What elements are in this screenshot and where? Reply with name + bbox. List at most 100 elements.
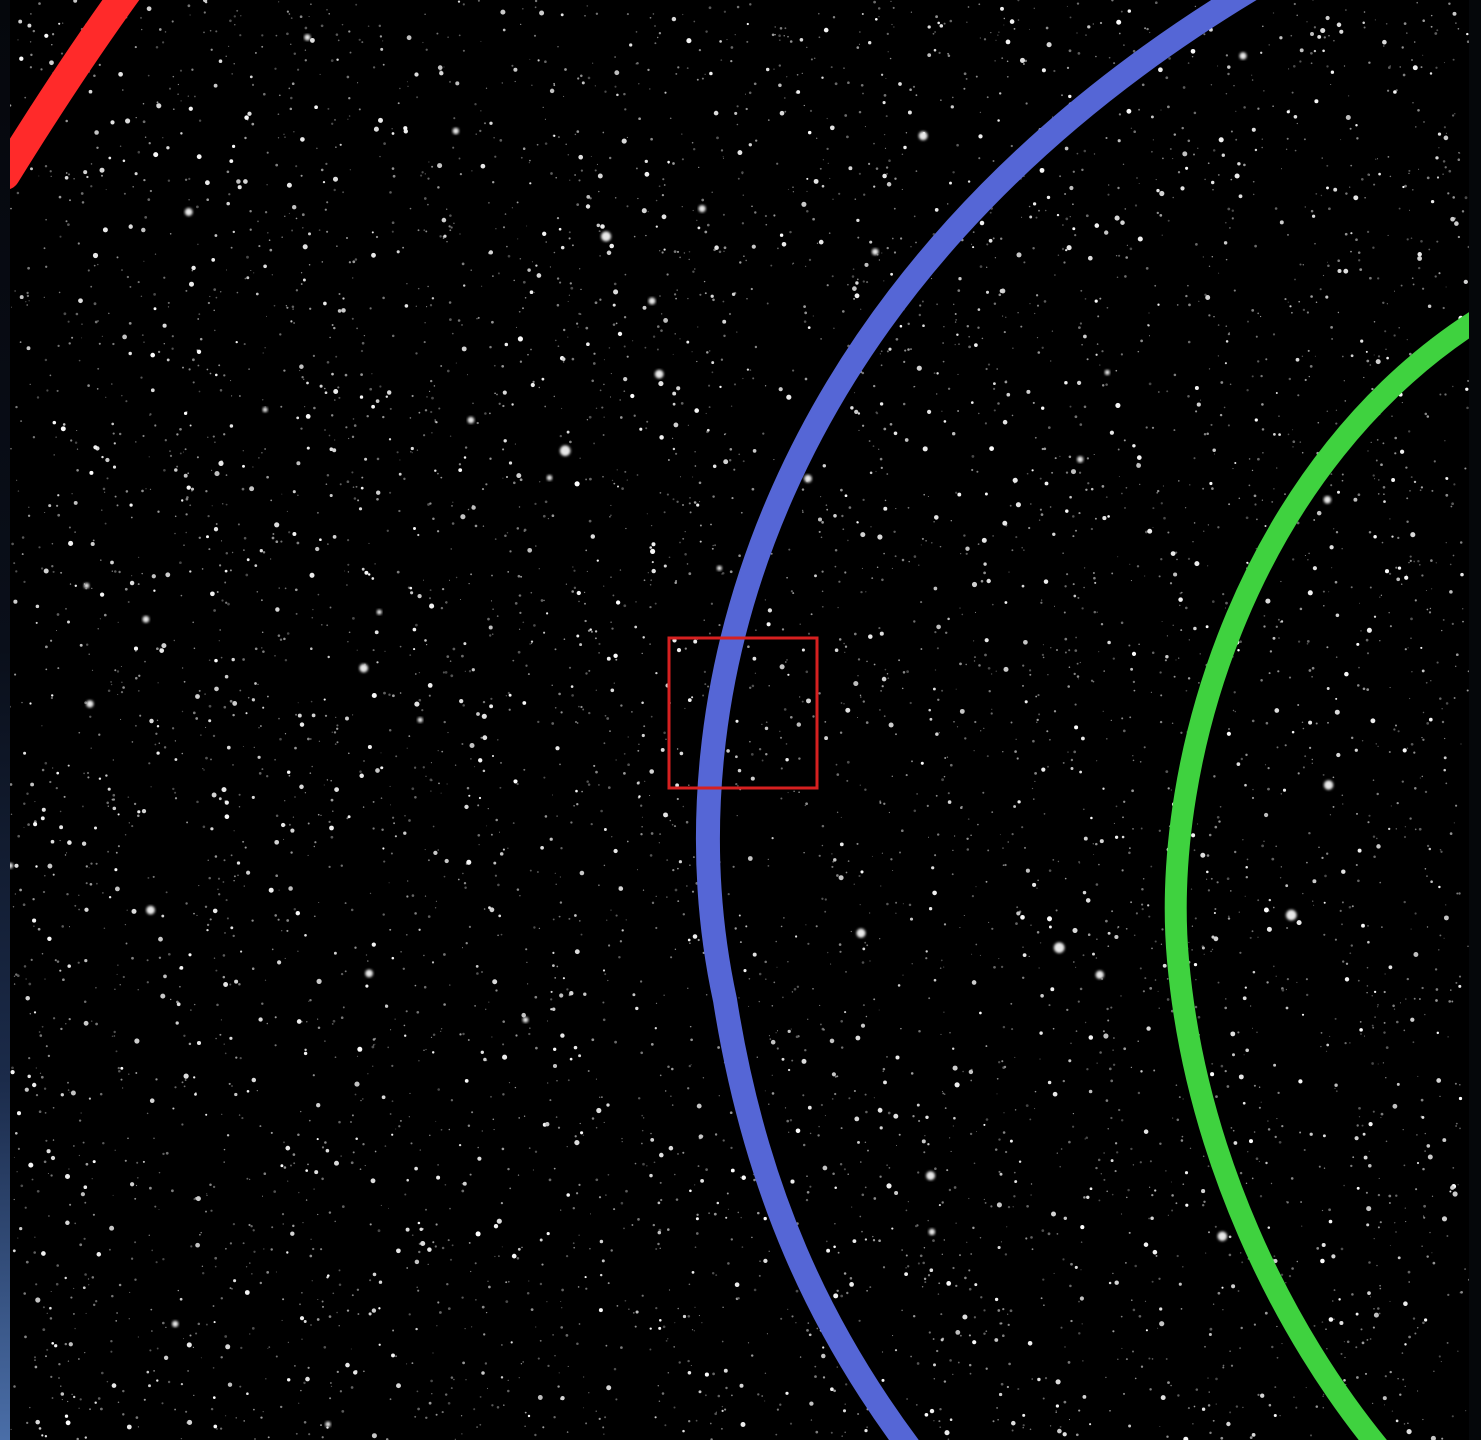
star [538, 386, 541, 389]
star [1039, 508, 1042, 511]
star [192, 621, 194, 624]
star [1009, 1309, 1013, 1313]
star [1097, 315, 1100, 318]
star [453, 222, 455, 225]
star [1379, 881, 1382, 884]
star [471, 1111, 474, 1114]
star [121, 1087, 124, 1089]
star [1302, 766, 1305, 769]
star [26, 304, 29, 306]
star [878, 1009, 880, 1011]
star [913, 620, 916, 623]
star [147, 876, 150, 879]
star [56, 1264, 59, 1267]
star [447, 36, 449, 39]
star [610, 621, 612, 624]
star [993, 409, 996, 412]
star [76, 448, 79, 450]
star [429, 304, 433, 307]
star [725, 1386, 728, 1390]
star [567, 154, 570, 156]
star [1448, 2, 1451, 5]
star [153, 1370, 155, 1372]
star [753, 1178, 756, 1182]
star [1425, 681, 1428, 684]
star [959, 1334, 962, 1337]
star [537, 720, 540, 724]
star [1330, 326, 1333, 329]
star [1424, 790, 1428, 794]
star [324, 429, 326, 431]
star [1275, 845, 1278, 848]
star [1167, 1381, 1170, 1384]
star [97, 628, 99, 630]
star [266, 1022, 269, 1025]
star [839, 731, 843, 734]
star [1418, 998, 1421, 1000]
star [1212, 1419, 1215, 1422]
star [1383, 1031, 1386, 1034]
star [561, 407, 563, 410]
star [791, 1315, 794, 1318]
star [63, 312, 67, 316]
star [1378, 1177, 1380, 1179]
star [886, 473, 889, 475]
star [1165, 76, 1169, 80]
star [1414, 828, 1417, 831]
star [350, 1348, 352, 1350]
star [67, 1081, 69, 1084]
star [259, 725, 262, 727]
star [112, 1194, 114, 1196]
star [34, 1359, 36, 1361]
star [1411, 188, 1414, 191]
star [1132, 828, 1134, 830]
star [987, 363, 991, 366]
star [1132, 759, 1135, 762]
star [384, 650, 386, 652]
star [391, 1064, 394, 1067]
star [1151, 1358, 1154, 1360]
star [416, 1390, 419, 1393]
star [277, 137, 280, 139]
star [1137, 1040, 1139, 1043]
star [1422, 54, 1424, 56]
star [396, 451, 399, 454]
star [1357, 879, 1360, 883]
star [188, 1042, 192, 1046]
star [820, 536, 823, 539]
star [551, 794, 554, 796]
star [640, 804, 643, 807]
star [1395, 724, 1397, 727]
star [278, 94, 281, 97]
star [158, 1208, 160, 1211]
star [461, 324, 463, 326]
star [52, 767, 54, 769]
star [93, 264, 96, 267]
star [57, 667, 60, 670]
star [1235, 138, 1238, 141]
star [1424, 1150, 1426, 1152]
star [17, 39, 19, 41]
star [273, 304, 276, 307]
star [91, 1178, 93, 1180]
star [611, 479, 614, 482]
star [300, 1110, 302, 1113]
star [1084, 298, 1087, 300]
star [498, 831, 501, 833]
star [1383, 1021, 1386, 1024]
star [1036, 887, 1038, 889]
star [677, 1152, 679, 1155]
star [1347, 95, 1350, 97]
star [1008, 1362, 1011, 1366]
star [1457, 27, 1460, 30]
star [915, 94, 918, 97]
star [998, 293, 1002, 297]
star [1279, 1415, 1281, 1417]
star [866, 660, 868, 663]
star [683, 252, 686, 254]
star [563, 95, 565, 97]
star [1357, 251, 1361, 254]
star [95, 986, 97, 989]
star [29, 1406, 31, 1409]
star [254, 51, 257, 54]
